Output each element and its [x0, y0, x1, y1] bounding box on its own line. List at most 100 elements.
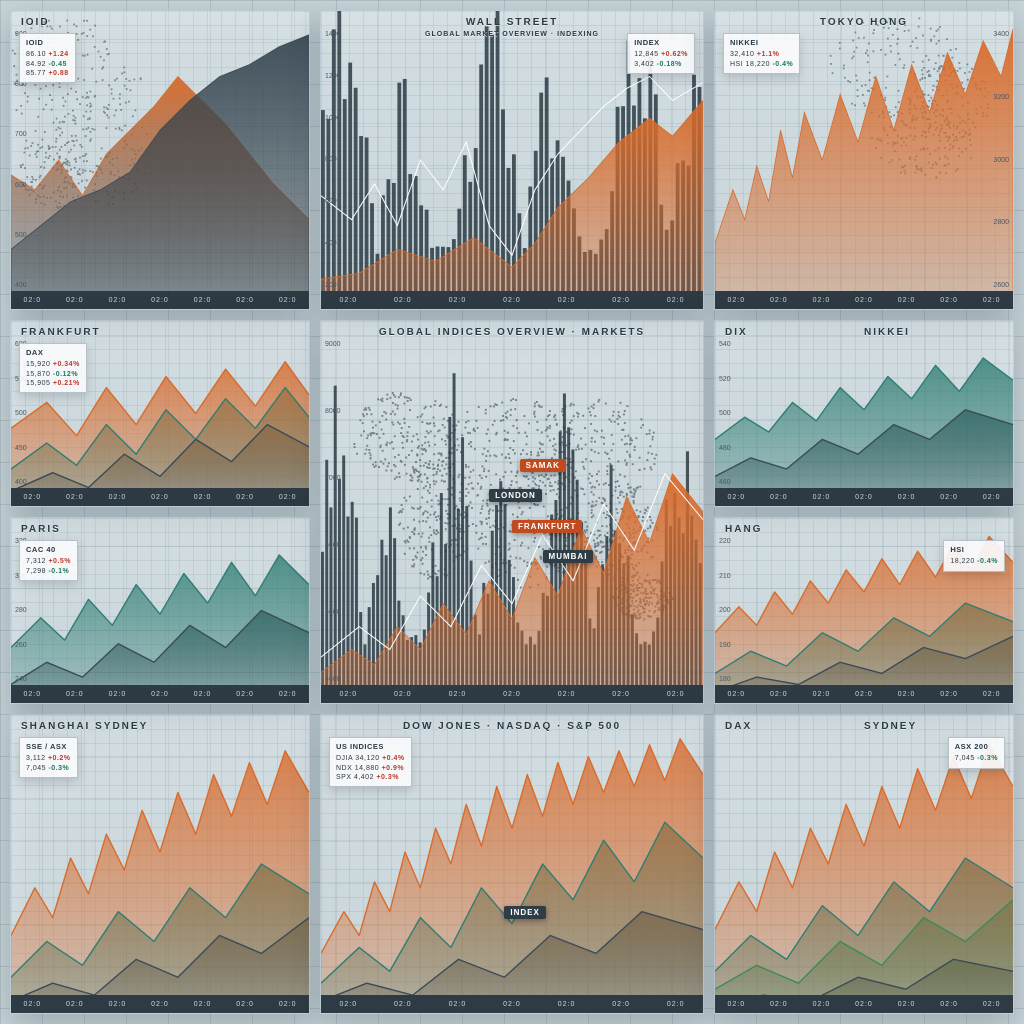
- y-tick: 3000: [983, 157, 1009, 164]
- x-tick: 02:0: [770, 1001, 788, 1008]
- y-tick: 400: [15, 479, 41, 486]
- legend-head: CAC 40: [26, 545, 71, 555]
- x-tick: 02:0: [813, 297, 831, 304]
- x-tick: 02:0: [855, 494, 873, 501]
- legend-head: DAX: [26, 348, 80, 358]
- y-tick: 3400: [983, 31, 1009, 38]
- legend-row: 86.10 +1.24: [26, 50, 69, 59]
- x-tick: 02:0: [236, 494, 254, 501]
- y-axis: 34003200300028002600: [983, 31, 1011, 289]
- y-axis: 220210200190180: [717, 538, 745, 683]
- x-tick: 02:0: [394, 297, 412, 304]
- legend-row: 3,112 +0.2%: [26, 754, 71, 763]
- panel-title: IOID: [21, 17, 50, 28]
- legend-row: NDX 14,880 +0.9%: [336, 764, 405, 773]
- panel-mid-center: GLOBAL INDICES OVERVIEW · MARKETS9000800…: [320, 320, 704, 704]
- legend-row: 15,870 -0.12%: [26, 370, 80, 379]
- panel-mid-left-stack: FRANKFURT60055050045040002:002:002:002:0…: [10, 320, 310, 704]
- x-tick: 02:0: [727, 494, 745, 501]
- x-tick: 02:0: [503, 691, 521, 698]
- x-tick: 02:0: [667, 297, 685, 304]
- y-tick: 210: [719, 573, 745, 580]
- legend-box: CAC 407,312 +0.5%7,298 -0.1%: [19, 540, 78, 581]
- x-axis: 02:002:002:002:002:002:002:0: [321, 685, 703, 703]
- x-tick: 02:0: [194, 494, 212, 501]
- x-tick: 02:0: [770, 494, 788, 501]
- x-tick: 02:0: [558, 297, 576, 304]
- x-tick: 02:0: [612, 297, 630, 304]
- x-tick: 02:0: [898, 297, 916, 304]
- x-tick: 02:0: [727, 1001, 745, 1008]
- y-tick: 7000: [325, 475, 351, 482]
- x-axis: 02:002:002:002:002:002:002:0: [715, 488, 1013, 506]
- y-tick: 600: [15, 182, 41, 189]
- x-axis: 02:002:002:002:002:002:002:0: [11, 488, 309, 506]
- panel-mid-right-b: HANG22021020019018002:002:002:002:002:00…: [714, 517, 1014, 704]
- legend-row: 12,845 +0.62%: [634, 50, 688, 59]
- panel-mid-right-a: DIXNIKKEI54052050048046002:002:002:002:0…: [714, 320, 1014, 507]
- x-tick: 02:0: [855, 691, 873, 698]
- x-tick: 02:0: [109, 494, 127, 501]
- panel-title: SHANGHAI SYDNEY: [21, 721, 148, 732]
- y-tick: 1000: [325, 115, 351, 122]
- x-tick: 02:0: [151, 691, 169, 698]
- y-tick: 6000: [325, 542, 351, 549]
- legend-row: HSI 18,220 -0.4%: [730, 60, 793, 69]
- panel-top-left: IOID90080070060050040002:002:002:002:002…: [10, 10, 310, 310]
- x-tick: 02:0: [940, 494, 958, 501]
- x-tick: 02:0: [898, 1001, 916, 1008]
- panel-title: SYDNEY: [864, 721, 1003, 732]
- chart-svg: [715, 321, 1013, 506]
- x-tick: 02:0: [940, 297, 958, 304]
- y-tick: 520: [719, 376, 745, 383]
- x-axis: 02:002:002:002:002:002:002:0: [11, 291, 309, 309]
- y-tick: 2600: [983, 282, 1009, 289]
- y-tick: 190: [719, 642, 745, 649]
- legend-row: 15,905 +0.21%: [26, 379, 80, 388]
- x-tick: 02:0: [66, 1001, 84, 1008]
- panel-subtitle: GLOBAL MARKET OVERVIEW · INDEXING: [425, 31, 599, 38]
- y-tick: 400: [325, 240, 351, 247]
- legend-row: 18,220 -0.4%: [950, 557, 998, 566]
- y-tick: 5000: [325, 609, 351, 616]
- y-tick: 200: [719, 607, 745, 614]
- x-axis: 02:002:002:002:002:002:002:0: [321, 291, 703, 309]
- legend-head: SSE / ASX: [26, 742, 71, 752]
- x-tick: 02:0: [23, 297, 41, 304]
- chart-tag: INDEX: [504, 906, 545, 919]
- panel-title: GLOBAL INDICES OVERVIEW · MARKETS: [379, 327, 645, 338]
- y-tick: 8000: [325, 408, 351, 415]
- x-tick: 02:0: [279, 297, 297, 304]
- x-tick: 02:0: [23, 494, 41, 501]
- panel-mid-right-stack: DIXNIKKEI54052050048046002:002:002:002:0…: [714, 320, 1014, 704]
- x-tick: 02:0: [667, 691, 685, 698]
- legend-row: 3,402 -0.18%: [634, 60, 688, 69]
- x-tick: 02:0: [612, 691, 630, 698]
- y-tick: 260: [15, 642, 41, 649]
- x-tick: 02:0: [940, 1001, 958, 1008]
- legend-box: US INDICESDJIA 34,120 +0.4%NDX 14,880 +0…: [329, 737, 412, 787]
- x-tick: 02:0: [449, 1001, 467, 1008]
- x-axis: 02:002:002:002:002:002:002:0: [715, 291, 1013, 309]
- y-tick: 460: [719, 479, 745, 486]
- legend-box: ASX 2007,045 -0.3%: [948, 737, 1005, 769]
- x-tick: 02:0: [236, 691, 254, 698]
- y-tick: 480: [719, 445, 745, 452]
- panel-bot-left: SHANGHAI SYDNEY02:002:002:002:002:002:00…: [10, 714, 310, 1014]
- x-tick: 02:0: [23, 1001, 41, 1008]
- x-tick: 02:0: [770, 691, 788, 698]
- x-axis: 02:0 02:0 02:0 02:0 02:0 02:0 02:0: [715, 995, 1013, 1013]
- legend-head: NIKKEI: [730, 38, 793, 48]
- x-tick: 02:0: [813, 1001, 831, 1008]
- x-tick: 02:0: [855, 1001, 873, 1008]
- x-tick: 02:0: [983, 1001, 1001, 1008]
- y-axis: 140012001000800600400200: [323, 31, 351, 289]
- x-tick: 02:0: [813, 691, 831, 698]
- legend-row: 85.77 +0.88: [26, 69, 69, 78]
- x-tick: 02:0: [66, 297, 84, 304]
- dashboard-grid: IOID90080070060050040002:002:002:002:002…: [0, 0, 1024, 1024]
- chart-svg: [321, 321, 703, 703]
- y-axis: 540520500480460: [717, 341, 745, 486]
- x-tick: 02:0: [983, 297, 1001, 304]
- x-tick: 02:0: [449, 297, 467, 304]
